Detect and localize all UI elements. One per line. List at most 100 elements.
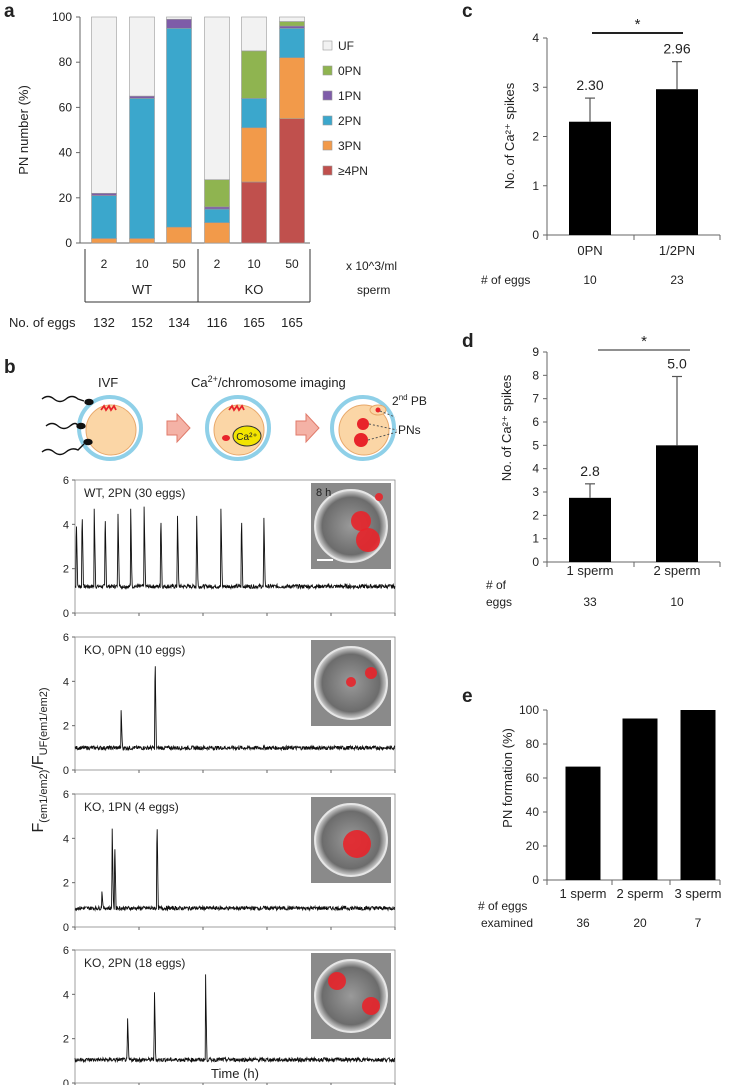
b-ytick-label: 4 bbox=[63, 833, 69, 845]
e-ylabel: PN formation (%) bbox=[500, 728, 515, 828]
a-eggs-value: 152 bbox=[131, 315, 153, 330]
b-ytick-label: 2 bbox=[63, 564, 69, 576]
panel-letter-a: a bbox=[4, 1, 15, 22]
egg-ivf-icon bbox=[77, 395, 143, 461]
b-ytick-label: 0 bbox=[63, 608, 69, 620]
b-trace-line bbox=[74, 666, 396, 752]
a-bar-segment bbox=[241, 181, 267, 244]
b-pronucleus bbox=[356, 528, 380, 552]
a-legend-swatch bbox=[322, 115, 333, 126]
d-plot-value-label: 2.8 bbox=[580, 463, 600, 479]
c-plot-eggs-value: 10 bbox=[583, 273, 597, 287]
d-plot-xtick-label: 2 sperm bbox=[654, 563, 701, 578]
a-bar-segment bbox=[204, 179, 230, 208]
d-plot-value-label: 5.0 bbox=[667, 356, 687, 372]
c-plot-ytick-label: 3 bbox=[532, 80, 539, 94]
d-plot-ytick-label: 5 bbox=[532, 438, 539, 452]
a-legend-label: 0PN bbox=[338, 64, 361, 78]
a-bar-segment bbox=[166, 27, 192, 228]
a-bar-segment bbox=[241, 98, 267, 129]
b-ytick-label: 6 bbox=[63, 945, 69, 957]
d-plot-eggs-value: 10 bbox=[670, 595, 684, 609]
a-bar-segment bbox=[166, 226, 192, 244]
a-group-label: KO bbox=[245, 282, 264, 297]
a-bar-segment bbox=[204, 16, 230, 181]
a-bar-segment bbox=[91, 16, 117, 194]
b-plot: 0 2 4 6 WT, 2PN (30 eggs) 8 h 0 2 4 6 KO, 0PN (10 … bbox=[63, 475, 396, 1085]
a-plot: 0 20 40 60 80 100 2 132 10 152 50 134 2 116 10 165 50 165… bbox=[52, 10, 368, 330]
a-ytick-label: 20 bbox=[59, 191, 73, 205]
c-plot-xtick-label: 1/2PN bbox=[659, 243, 695, 258]
d-plot: 0 1 2 3 4 5 6 7 8 9 2.8 1 sperm 33 5.0 2 sperm 10 * bbox=[532, 333, 721, 609]
d-plot-ytick-label: 0 bbox=[532, 555, 539, 569]
b-xlabel: Time (h) bbox=[211, 1066, 259, 1081]
a-eggs-value: 165 bbox=[281, 315, 303, 330]
b-ytick-label: 4 bbox=[63, 989, 69, 1001]
pb-label: 2nd PB bbox=[392, 393, 427, 408]
e-plot-xtick-label: 1 sperm bbox=[560, 886, 607, 901]
e-plot-ytick-label: 100 bbox=[519, 703, 539, 717]
a-unit-label2: sperm bbox=[357, 283, 390, 297]
a-legend-label: 2PN bbox=[338, 114, 361, 128]
c-plot-bar bbox=[569, 121, 611, 235]
a-bar-segment bbox=[279, 118, 305, 244]
ivf-diagram: IVF Ca2+/chromosome imaging Ca²⁺ bbox=[41, 374, 427, 461]
c-plot-eggs-value: 23 bbox=[670, 273, 684, 287]
a-unit-label: x 10^3/ml bbox=[346, 259, 397, 273]
b-trace-line bbox=[74, 828, 396, 912]
a-eggs-value: 165 bbox=[243, 315, 265, 330]
step2-label: Ca2+/chromosome imaging bbox=[191, 374, 346, 390]
a-ytick-label: 0 bbox=[65, 236, 72, 250]
a-ytick-label: 100 bbox=[52, 10, 72, 24]
d-plot-ytick-label: 8 bbox=[532, 368, 539, 382]
c-plot-xtick-label: 0PN bbox=[577, 243, 602, 258]
e-plot-ytick-label: 0 bbox=[532, 873, 539, 887]
a-xtick-label: 2 bbox=[214, 257, 221, 271]
a-ytick-label: 80 bbox=[59, 55, 73, 69]
a-bar-segment bbox=[279, 16, 305, 22]
b-trace-label: KO, 1PN (4 eggs) bbox=[84, 800, 179, 814]
arrow-1-icon bbox=[166, 412, 191, 444]
a-xtick-label: 10 bbox=[135, 257, 149, 271]
a-bar-segment bbox=[204, 206, 230, 210]
e-plot-eggs-value: 36 bbox=[576, 916, 590, 930]
panel-letter-d: d bbox=[462, 331, 474, 352]
a-legend-label: 3PN bbox=[338, 139, 361, 153]
a-bar-segment bbox=[129, 16, 155, 97]
a-xtick-label: 50 bbox=[172, 257, 186, 271]
a-eggs-value: 132 bbox=[93, 315, 115, 330]
b-trace-label: KO, 0PN (10 eggs) bbox=[84, 643, 185, 657]
a-bar-segment bbox=[129, 238, 155, 244]
b-ytick-label: 6 bbox=[63, 632, 69, 644]
e-plot-ytick-label: 20 bbox=[526, 839, 540, 853]
a-bar-segment bbox=[279, 21, 305, 27]
b-micrograph-egg bbox=[314, 959, 388, 1033]
b-pronucleus bbox=[375, 493, 383, 501]
a-bar-segment bbox=[241, 50, 267, 99]
a-bar-segment bbox=[129, 95, 155, 99]
a-bar-segment bbox=[91, 195, 117, 239]
b-ytick-label: 6 bbox=[63, 475, 69, 487]
a-legend-swatch bbox=[322, 90, 333, 101]
d-plot-bar bbox=[569, 497, 611, 562]
panel-letter-c: c bbox=[462, 1, 473, 22]
e-plot-ytick-label: 40 bbox=[526, 805, 540, 819]
egg-pn-icon bbox=[330, 395, 398, 461]
b-ytick-label: 6 bbox=[63, 789, 69, 801]
e-plot-bar bbox=[565, 766, 601, 880]
b-pronucleus bbox=[343, 830, 371, 858]
b-ytick-label: 0 bbox=[63, 922, 69, 934]
b-trace-label: WT, 2PN (30 eggs) bbox=[84, 486, 185, 500]
d-plot-ytick-label: 3 bbox=[532, 485, 539, 499]
b-trace-frame bbox=[74, 949, 396, 1084]
a-legend-label: ≥4PN bbox=[338, 164, 368, 178]
d-eggs-label: # of bbox=[486, 578, 507, 592]
e-eggs-label: # of eggs bbox=[478, 899, 527, 913]
a-xtick-label: 10 bbox=[247, 257, 261, 271]
d-ylabel: No. of Ca²⁺ spikes bbox=[499, 374, 514, 481]
b-trace-frame bbox=[74, 479, 396, 614]
a-legend-label: 1PN bbox=[338, 89, 361, 103]
d-eggs-label2: eggs bbox=[486, 595, 512, 609]
c-ylabel: No. of Ca²⁺ spikes bbox=[502, 82, 517, 189]
a-group-label: WT bbox=[132, 282, 152, 297]
